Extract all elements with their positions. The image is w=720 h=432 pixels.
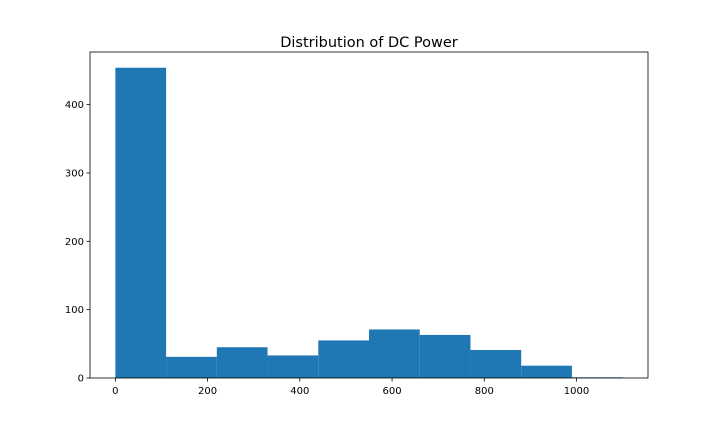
x-tick-label-200: 200 bbox=[198, 386, 217, 397]
x-tick-label-1000: 1000 bbox=[564, 386, 589, 397]
histogram-bar-0 bbox=[115, 67, 167, 378]
x-tick-label-400: 400 bbox=[290, 386, 309, 397]
histogram-bar-2 bbox=[216, 347, 268, 378]
x-tick-label-600: 600 bbox=[383, 386, 402, 397]
x-tick-label-0: 0 bbox=[112, 386, 118, 397]
y-tick-label-100: 100 bbox=[65, 305, 84, 316]
histogram-bar-4 bbox=[318, 340, 369, 378]
histogram-bar-7 bbox=[470, 349, 522, 378]
histogram-bar-8 bbox=[521, 365, 572, 378]
histogram-bar-3 bbox=[267, 355, 319, 378]
y-tick-label-200: 200 bbox=[65, 237, 84, 248]
y-tick-label-400: 400 bbox=[65, 100, 84, 111]
histogram-bar-6 bbox=[419, 334, 471, 378]
x-tick-label-800: 800 bbox=[475, 386, 494, 397]
histogram-bar-1 bbox=[166, 356, 217, 378]
y-tick-label-0: 0 bbox=[78, 374, 84, 385]
chart-title: Distribution of DC Power bbox=[280, 35, 458, 51]
histogram-bar-5 bbox=[369, 329, 420, 378]
plot-frame bbox=[89, 51, 649, 379]
y-tick-label-300: 300 bbox=[65, 168, 84, 179]
